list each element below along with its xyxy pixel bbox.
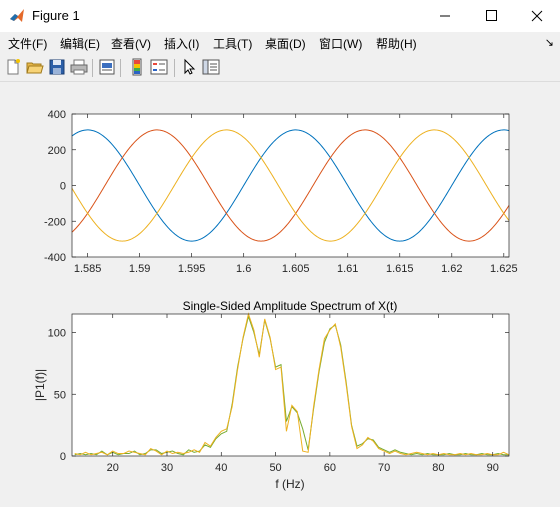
y-tick-label: -400 — [44, 252, 66, 264]
axes2-ticks: 20 30 40 50 60 70 80 90 100 50 0 — [48, 314, 509, 474]
y-tick-label: 400 — [48, 109, 66, 121]
window-title: Figure 1 — [32, 8, 80, 23]
time-domain-axes[interactable]: 1.585 1.59 1.595 1.6 1.605 1.61 1.615 1.62 1.625… — [44, 109, 518, 275]
toolbar-separator — [92, 59, 93, 77]
phase-series-1-line — [71, 129, 510, 242]
minimize-button[interactable] — [422, 0, 468, 32]
y-tick-label: -200 — [44, 216, 66, 228]
dock-arrow-icon[interactable]: ↘ — [544, 37, 554, 49]
x-tick-label: 1.595 — [178, 263, 206, 275]
menu-bar: 文件(F) 编辑(E) 查看(V) 插入(I) 工具(T) 桌面(D) 窗口(W… — [0, 32, 560, 54]
axes2-box — [71, 313, 510, 457]
menu-tools[interactable]: 工具(T) — [213, 37, 253, 51]
menu-view[interactable]: 查看(V) — [111, 37, 151, 51]
axes1-ticks: 1.585 1.59 1.595 1.6 1.605 1.61 1.615 1.62 1.625… — [44, 109, 518, 275]
edit-plot-arrow-icon[interactable] — [180, 58, 198, 76]
menu-file[interactable]: 文件(F) — [8, 37, 48, 51]
phase-series-3-line — [71, 129, 510, 242]
x-tick-label: 50 — [269, 462, 281, 474]
matlab-logo-icon — [9, 8, 25, 24]
x-tick-label: 1.585 — [74, 263, 102, 275]
x-tick-label: 80 — [432, 462, 444, 474]
x-tick-label: 1.615 — [386, 263, 414, 275]
colorbar-icon[interactable] — [128, 58, 146, 76]
phase-series-2-line — [71, 129, 510, 242]
legend-icon[interactable] — [150, 58, 168, 76]
toolbar-separator — [174, 59, 175, 77]
toolbar-separator — [120, 59, 121, 77]
save-icon[interactable] — [48, 58, 66, 76]
menu-help[interactable]: 帮助(H) — [376, 37, 417, 51]
x-tick-label: 1.59 — [129, 263, 150, 275]
menu-insert[interactable]: 插入(I) — [164, 37, 200, 51]
title-bar: Figure 1 — [0, 0, 560, 32]
axes2-background — [72, 314, 509, 456]
y-tick-label: 50 — [54, 389, 66, 401]
y-tick-label: 0 — [60, 451, 66, 463]
print-preview-icon[interactable] — [98, 58, 116, 76]
spectrum-series-2-line — [74, 312, 510, 456]
close-button[interactable] — [514, 0, 560, 32]
x-tick-label: 1.6 — [236, 263, 251, 275]
spectrum-axes[interactable]: Single-Sided Amplitude Spectrum of X(t) … — [33, 299, 510, 491]
x-tick-label: 1.61 — [337, 263, 358, 275]
spectrum-xlabel: f (Hz) — [275, 477, 304, 491]
property-editor-icon[interactable] — [202, 58, 220, 76]
figure-canvas: 1.585 1.59 1.595 1.6 1.605 1.61 1.615 1.62 1.625… — [0, 82, 560, 502]
x-tick-label: 60 — [324, 462, 336, 474]
open-file-icon[interactable] — [26, 58, 44, 76]
y-tick-label: 100 — [48, 328, 66, 340]
spectrum-title: Single-Sided Amplitude Spectrum of X(t) — [183, 299, 398, 313]
new-figure-icon[interactable] — [4, 58, 22, 76]
figure-toolbar — [0, 55, 560, 82]
figure-plots: 1.585 1.59 1.595 1.6 1.605 1.61 1.615 1.62 1.625… — [33, 109, 518, 491]
menu-edit[interactable]: 编辑(E) — [60, 37, 100, 51]
x-tick-label: 20 — [107, 462, 119, 474]
menu-window[interactable]: 窗口(W) — [319, 37, 363, 51]
x-tick-label: 1.62 — [441, 263, 462, 275]
menu-desktop[interactable]: 桌面(D) — [265, 37, 306, 51]
x-tick-label: 1.605 — [282, 263, 310, 275]
maximize-button[interactable] — [468, 0, 514, 32]
x-tick-label: 70 — [378, 462, 390, 474]
x-tick-label: 1.625 — [490, 263, 518, 275]
print-icon[interactable] — [70, 58, 88, 76]
spectrum-ylabel: |P1(f)| — [33, 369, 47, 401]
x-tick-label: 30 — [161, 462, 173, 474]
x-tick-label: 90 — [487, 462, 499, 474]
axes1-background — [72, 114, 509, 257]
y-tick-label: 0 — [60, 181, 66, 193]
y-tick-label: 200 — [48, 145, 66, 157]
x-tick-label: 40 — [215, 462, 227, 474]
